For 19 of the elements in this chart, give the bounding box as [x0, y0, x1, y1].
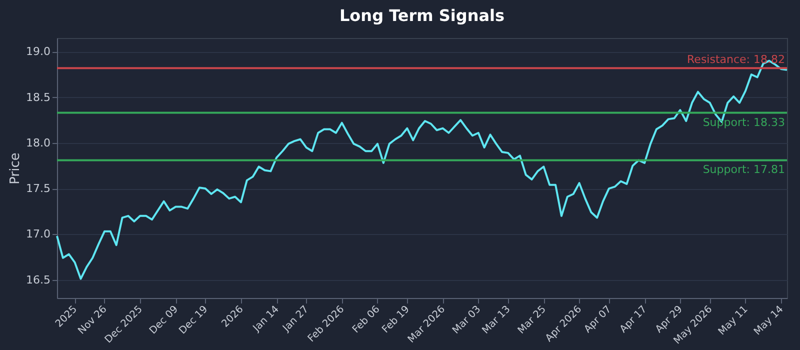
x-tick-label: Jan 27 [280, 304, 312, 335]
ref-line-label: Support: 18.33 [702, 116, 785, 129]
chart-title: Long Term Signals [339, 6, 505, 25]
ref-line-label: Support: 17.81 [702, 163, 785, 176]
x-tick-label: Apr 17 [618, 304, 650, 336]
y-axis-title: Price [8, 152, 24, 184]
x-tick-label: Feb 19 [380, 304, 412, 336]
y-tick-label: 16.5 [26, 273, 50, 286]
y-tick-label: 18.5 [26, 90, 50, 104]
x-tick-label: Apr 07 [582, 304, 614, 336]
y-tick-label: 18.0 [26, 136, 50, 150]
x-tick-label: Mar 13 [480, 304, 513, 336]
y-tick-label: 17.5 [26, 182, 50, 196]
ref-line-label: Resistance: 18.82 [687, 53, 785, 66]
x-tick-label: Dec 19 [177, 304, 210, 337]
y-tick-label: 19.0 [26, 45, 50, 58]
x-tick-label: Jan 14 [250, 304, 282, 335]
y-tick-label: 17.0 [26, 228, 50, 241]
x-tick-label: Feb 06 [350, 304, 382, 336]
